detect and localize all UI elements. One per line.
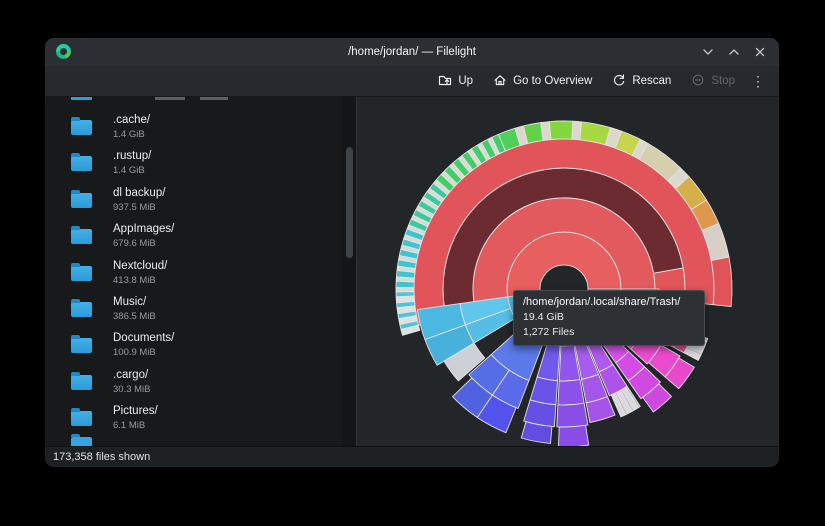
sidebar-item-size: 1.4 GiB [113, 129, 145, 140]
clipped-row-remnant [155, 97, 185, 100]
map-segment[interactable] [443, 342, 486, 382]
stop-icon [691, 73, 705, 90]
folder-icon [71, 408, 92, 427]
map-segment[interactable] [529, 376, 559, 406]
list-item[interactable]: Documents/100.9 MiB [45, 329, 343, 363]
clipped-row-remnant [200, 97, 228, 100]
stop-button: Stop [691, 73, 735, 90]
folder-icon [71, 117, 92, 135]
list-item[interactable]: .rustup/1.4 GiB [45, 147, 343, 181]
folder-icon [71, 189, 92, 208]
overflow-menu-icon[interactable]: ⋮ [751, 73, 765, 89]
map-segment[interactable] [642, 383, 672, 413]
clipped-list-item-top [71, 97, 92, 100]
map-segment[interactable] [548, 120, 574, 141]
sidebar-item-size: 30.3 MiB [113, 383, 151, 395]
sidebar-item-size: 679.6 MiB [113, 238, 156, 250]
folder-icon [71, 371, 92, 390]
folder-list[interactable]: .cache/1.4 GiB .rustup/1.4 GiB dl backup/9… [45, 97, 343, 446]
folder-icon [71, 226, 92, 245]
titlebar[interactable]: /home/jordan/ — Filelight [45, 38, 779, 66]
statusbar: 173,358 files shown [45, 446, 779, 467]
sidebar-item-label: Music/ [113, 296, 147, 308]
map-segment[interactable] [664, 357, 695, 390]
rescan-label: Rescan [632, 75, 672, 87]
map-segment[interactable] [625, 385, 641, 409]
up-button[interactable]: Up [438, 73, 473, 90]
sidebar-item-size: 413.8 MiB [113, 274, 156, 286]
radial-map-area [357, 97, 779, 448]
sidebar-item-label: Pictures/ [113, 405, 158, 418]
up-label: Up [458, 75, 474, 87]
window-title: /home/jordan/ — Filelight [348, 46, 476, 58]
folder-icon [71, 299, 92, 317]
filelight-window: /home/jordan/ — Filelight Up Go to Overv… [45, 38, 779, 467]
folder-icon [71, 262, 92, 281]
map-segment[interactable] [476, 394, 517, 434]
filelight-app-icon [56, 44, 71, 59]
maximize-icon[interactable] [725, 43, 743, 61]
scrollbar-thumb[interactable] [346, 147, 353, 258]
window-controls [699, 38, 769, 66]
sidebar-item-size: 386.5 MiB [113, 311, 156, 322]
map-segment[interactable] [710, 256, 733, 308]
files-shown-text: 173,358 files shown [53, 451, 151, 463]
sidebar-item-label: Nextcloud/ [113, 259, 168, 272]
main-content: .cache/1.4 GiB .rustup/1.4 GiB dl backup/9… [45, 97, 779, 448]
home-icon [493, 73, 507, 90]
pane-divider[interactable] [356, 97, 357, 446]
sidebar-item-label: .cargo/ [113, 368, 149, 381]
stop-label: Stop [711, 75, 735, 87]
map-segment[interactable] [557, 379, 585, 406]
rescan-button[interactable]: Rescan [612, 73, 671, 90]
map-segment[interactable] [395, 280, 415, 289]
list-item[interactable]: .cache/1.4 GiB [45, 111, 343, 145]
clipped-list-item-bottom [71, 434, 92, 446]
folder-icon [71, 335, 92, 354]
scrollbar-track[interactable] [343, 97, 356, 446]
go-to-overview-button[interactable]: Go to Overview [493, 73, 592, 90]
minimize-icon[interactable] [699, 43, 717, 61]
close-icon[interactable] [751, 43, 769, 61]
list-item[interactable]: Pictures/6.1 MiB [45, 402, 343, 436]
folder-up-icon [438, 73, 452, 90]
tooltip-path: /home/jordan/.local/share/Trash/ [523, 296, 681, 308]
toolbar: Up Go to Overview Rescan Stop ⋮ [45, 66, 779, 97]
sidebar-item-size: 100.9 MiB [113, 347, 156, 359]
list-item[interactable]: AppImages/679.6 MiB [45, 220, 343, 254]
sidebar-item-size: 937.5 MiB [113, 201, 156, 213]
map-segment[interactable] [571, 120, 583, 141]
map-segment[interactable] [556, 402, 589, 428]
sidebar-item-label: Documents/ [113, 332, 175, 345]
tooltip-files: 1,272 Files [523, 326, 575, 338]
list-item[interactable]: Nextcloud/413.8 MiB [45, 257, 343, 291]
sidebar-item-label: .cache/ [113, 114, 151, 126]
list-item[interactable]: .cargo/30.3 MiB [45, 366, 343, 400]
map-segment[interactable] [520, 421, 553, 444]
go-to-overview-label: Go to Overview [513, 75, 593, 87]
sidebar-item-label: dl backup/ [113, 186, 166, 199]
map-segment[interactable] [585, 396, 616, 423]
segment-tooltip: /home/jordan/.local/share/Trash/ 19.4 Gi… [513, 290, 705, 346]
filelight-sunburst-map[interactable] [357, 97, 779, 448]
map-segment[interactable] [558, 424, 590, 448]
tooltip-size: 19.4 GiB [523, 311, 564, 323]
sidebar-item-label: .rustup/ [113, 150, 152, 163]
refresh-icon [612, 73, 626, 90]
sidebar-item-size: 1.4 GiB [113, 165, 145, 177]
list-item[interactable]: Music/386.5 MiB [45, 293, 343, 327]
map-segment[interactable] [400, 324, 421, 336]
folder-icon [71, 153, 92, 172]
sidebar-item-label: AppImages/ [113, 223, 175, 236]
list-item[interactable]: dl backup/937.5 MiB [45, 184, 343, 218]
sidebar-item-size: 6.1 MiB [113, 420, 146, 432]
